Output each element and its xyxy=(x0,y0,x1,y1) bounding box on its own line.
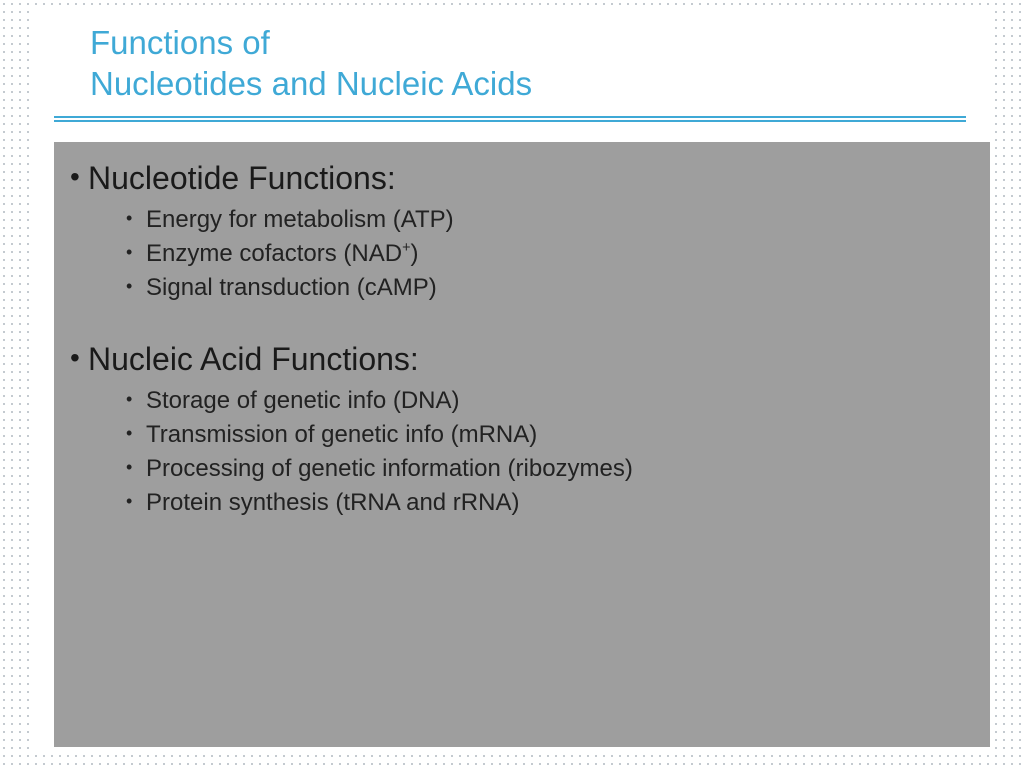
section-heading-1: Nucleotide Functions: xyxy=(70,160,980,197)
section-heading-2: Nucleic Acid Functions: xyxy=(70,341,980,378)
title-line-1: Functions of xyxy=(90,22,992,63)
list-item: Enzyme cofactors (NAD+) xyxy=(126,237,980,271)
list-item: Storage of genetic info (DNA) xyxy=(126,384,980,418)
list-item: Transmission of genetic info (mRNA) xyxy=(126,418,980,452)
title-line-2: Nucleotides and Nucleic Acids xyxy=(90,63,992,104)
content-box: Nucleotide Functions: Energy for metabol… xyxy=(54,142,990,747)
list-item: Signal transduction (cAMP) xyxy=(126,271,980,305)
divider-line xyxy=(54,116,966,122)
bullet-list-2: Storage of genetic info (DNA) Transmissi… xyxy=(126,384,980,520)
list-item: Energy for metabolism (ATP) xyxy=(126,203,980,237)
title-block: Functions of Nucleotides and Nucleic Aci… xyxy=(32,8,992,105)
list-item: Processing of genetic information (riboz… xyxy=(126,452,980,486)
bullet-list-1: Energy for metabolism (ATP) Enzyme cofac… xyxy=(126,203,980,305)
list-item: Protein synthesis (tRNA and rRNA) xyxy=(126,486,980,520)
slide: Functions of Nucleotides and Nucleic Aci… xyxy=(32,8,992,752)
